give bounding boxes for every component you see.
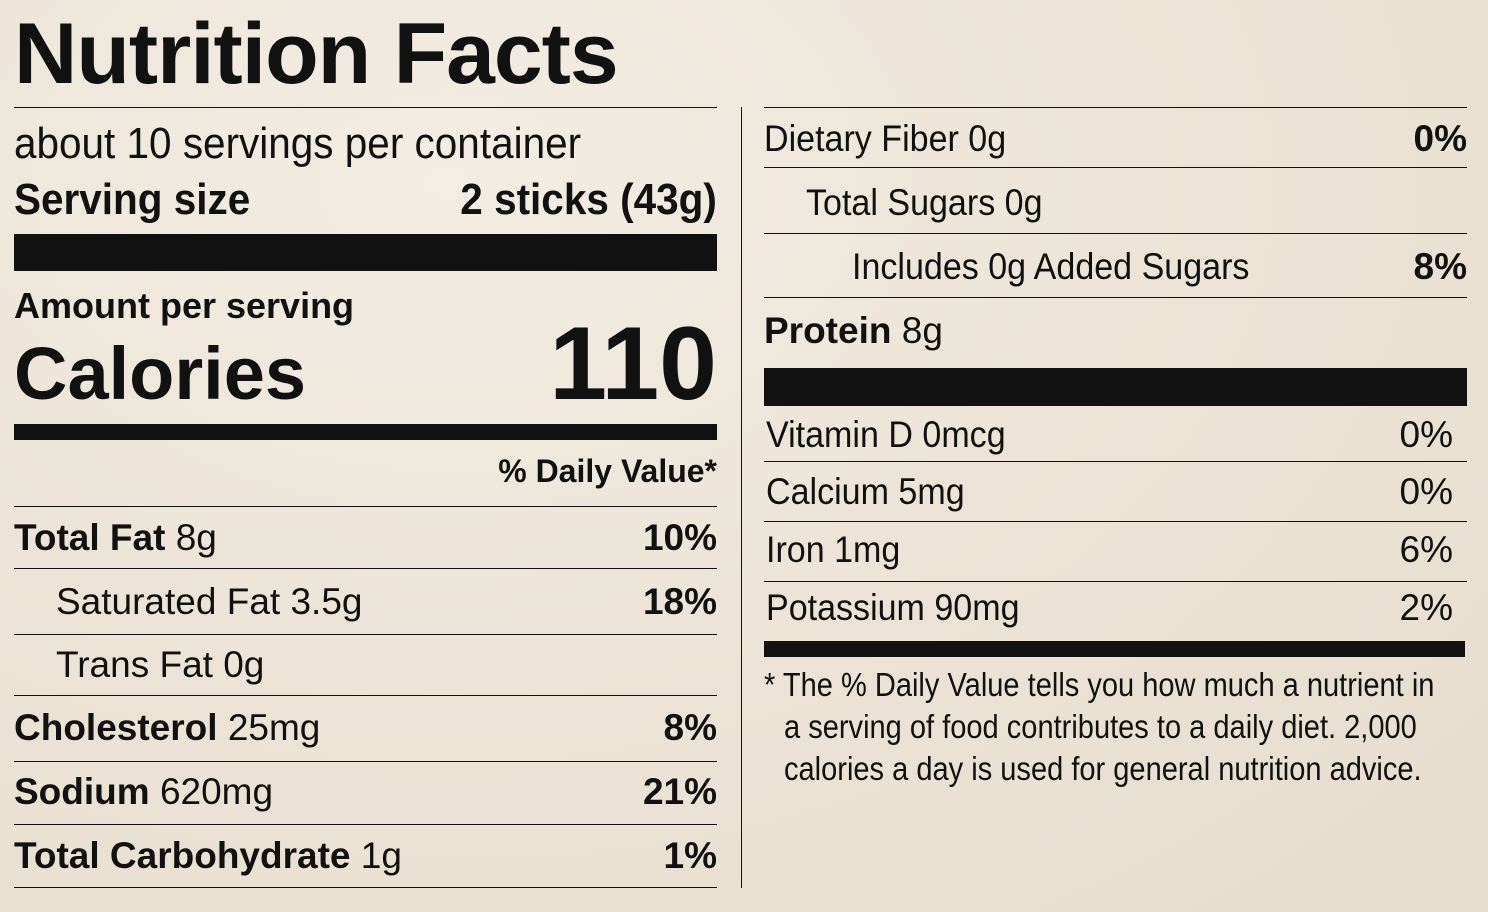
row-divider	[14, 695, 717, 696]
row-divider	[764, 167, 1467, 168]
row-divider	[14, 824, 717, 825]
dv-dietary-fiber: 0%	[1413, 118, 1467, 159]
nutrient-amount: 620mg	[159, 771, 274, 812]
calories-label: Calories	[14, 332, 307, 415]
dv-saturated-fat: 18%	[642, 581, 717, 622]
nutrient-trans-fat: Trans Fat 0g	[56, 644, 265, 685]
row-divider	[14, 634, 717, 635]
footnote-bar	[764, 641, 1465, 657]
serving-size-label: Serving size	[14, 175, 251, 224]
calcium: Calcium 5mg	[766, 471, 965, 512]
row-divider	[14, 568, 717, 569]
dv-potassium: 2%	[1399, 587, 1453, 628]
serving-size-value: 2 sticks (43g)	[460, 176, 717, 224]
footnote-line-1: * The % Daily Value tells you how much a…	[764, 666, 1435, 703]
dv-sodium: 21%	[642, 771, 717, 812]
footnote-line-2: a serving of food contributes to a daily…	[784, 708, 1417, 745]
row-divider	[764, 521, 1467, 522]
calories-bar	[14, 424, 717, 440]
thick-bar-top	[14, 234, 717, 271]
dv-vitamin-d: 0%	[1399, 414, 1453, 455]
iron: Iron 1mg	[766, 529, 901, 570]
dv-calcium: 0%	[1399, 471, 1453, 512]
amount-per-serving: Amount per serving	[14, 285, 355, 326]
nutrient-name: Total Carbohydrate	[14, 835, 351, 876]
dv-cholesterol: 8%	[663, 707, 717, 748]
nutrient-dietary-fiber: Dietary Fiber 0g	[764, 118, 1007, 159]
nutrient-added-sugars: Includes 0g Added Sugars	[852, 246, 1250, 287]
row-divider	[764, 107, 1467, 108]
nutrient-name: Sodium	[14, 771, 150, 812]
serving-size-grams: (43g)	[620, 175, 717, 224]
nutrient-total-fat: Total Fat 8g	[14, 516, 217, 560]
dv-iron: 6%	[1399, 529, 1453, 570]
dv-total-fat: 10%	[642, 517, 717, 558]
daily-value-header: % Daily Value*	[498, 453, 717, 489]
dv-added-sugars: 8%	[1413, 246, 1467, 287]
vitamin-d: Vitamin D 0mcg	[766, 414, 1006, 455]
nutrient-total-carbohydrate: Total Carbohydrate 1g	[14, 834, 402, 878]
label-title: Nutrition Facts	[14, 6, 619, 102]
nutrient-name: Protein	[764, 310, 892, 351]
column-separator	[741, 107, 742, 888]
dv-total-carbohydrate: 1%	[663, 835, 717, 876]
nutrient-protein: Protein 8g	[764, 309, 943, 353]
serving-size-amount: 2 sticks	[460, 175, 610, 224]
row-divider	[764, 461, 1467, 462]
nutrient-amount: 8g	[901, 310, 943, 351]
row-divider	[764, 581, 1467, 582]
nutrient-total-sugars: Total Sugars 0g	[806, 182, 1043, 223]
nutrient-name: Cholesterol	[14, 707, 218, 748]
row-divider	[14, 761, 717, 762]
servings-per-container: about 10 servings per container	[14, 119, 582, 168]
thick-bar-vitamins	[764, 368, 1467, 406]
nutrient-amount: 8g	[175, 517, 217, 558]
nutrient-saturated-fat: Saturated Fat 3.5g	[56, 581, 363, 622]
row-divider	[764, 297, 1467, 298]
footnote-line-3: calories a day is used for general nutri…	[784, 750, 1422, 787]
nutrient-sodium: Sodium 620mg	[14, 770, 273, 814]
row-divider	[14, 887, 717, 888]
calories-value: 110	[549, 306, 717, 422]
nutrient-cholesterol: Cholesterol 25mg	[14, 706, 320, 750]
nutrient-amount: 25mg	[227, 707, 321, 748]
row-divider	[764, 233, 1467, 234]
top-divider	[14, 107, 717, 108]
row-divider	[14, 506, 717, 507]
nutrient-amount: 1g	[360, 835, 402, 876]
potassium: Potassium 90mg	[766, 587, 1020, 628]
nutrient-name: Total Fat	[14, 517, 166, 558]
